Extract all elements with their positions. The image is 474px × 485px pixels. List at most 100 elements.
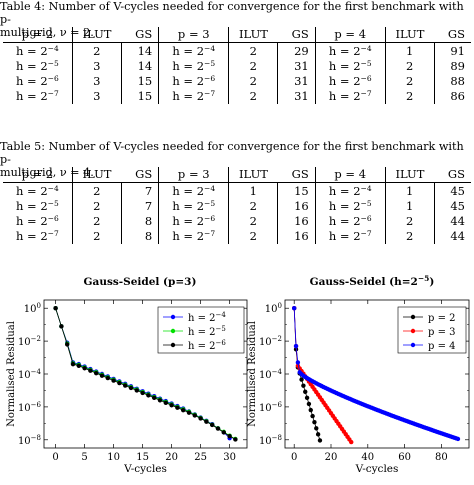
x-tick-label: 0 [291,452,297,463]
table4-cell-h: h = 2−4 [16,44,59,58]
table5-cell-gs: 7 [120,199,159,214]
chart2-series-0-point [306,401,312,407]
chart1-series-2-point [186,410,192,415]
chart2-series-0-point [314,426,319,431]
chart2-series-1-point [349,439,354,445]
table4-row: h = 2−7 3 15 h = 2−7 2 31 h = 2−7 2 86 [3,89,471,104]
table5-cell-h: h = 2−6 [314,214,386,229]
table5-cell-gs: 7 [120,182,159,199]
chart1-series-2-point [82,366,87,371]
table5-cell-h: h = 2−6 [158,214,229,229]
table5-cell-ilut: 2 [384,229,435,244]
legend-marker [410,314,416,320]
table4-row: h = 2−4 2 14 h = 2−4 2 29 h = 2−4 1 91 [3,42,471,59]
chart1-series-2-point [169,403,174,408]
table4-cell-h: h = 2−6 [158,74,229,89]
chart1-series-2-point [59,324,64,329]
table5-col-header: p = 4 [314,167,386,183]
table4-cell-h: h = 2−5 [314,59,386,74]
chart1-series-2-point [204,419,209,424]
chart1-series-2-point [76,363,82,368]
chart1-series-2-point [157,398,163,403]
chart2-series-0-point [303,389,308,394]
chart1-series-2-point [175,405,180,410]
table4-cell-ilut: 2 [384,89,435,104]
chart2-series-2-point [295,360,301,365]
table5-cell-gs: 16 [277,199,316,214]
table4-cell-gs: 88 [433,74,471,89]
legend-marker [170,314,176,320]
chart2-series-0-point [317,438,323,443]
chart2-series-2-point [455,436,461,442]
table5-cell-gs: 15 [277,182,316,199]
y-tick-label: 10−8 [259,434,282,447]
table5-row: h = 2−7 2 8 h = 2−7 2 16 h = 2−7 2 44 [3,229,471,244]
table4-cell-ilut: 3 [71,74,122,89]
chart2-series-0-point [315,432,321,437]
y-tick-label: 10−6 [259,401,283,414]
x-tick-label: 10 [107,452,120,463]
table5-col-header: ILUT [71,167,122,183]
table4-cell-ilut: 2 [228,59,278,74]
table4-col-header: p = 2 [3,27,73,43]
table4-cell-gs: 86 [433,89,471,104]
chart1-series-2-point [181,407,186,413]
table4-cell-ilut: 2 [71,42,122,59]
chart2-ylabel: Normalised Residual [247,321,258,427]
table5-cell-gs: 45 [433,199,471,214]
chart1-series-2-point [99,373,105,378]
y-tick-label: 100 [265,302,282,315]
table5-cell-h: h = 2−6 [16,214,59,228]
chart1-series-2-point [128,385,134,391]
table5-col-header: GS [434,167,471,183]
chart2-legend-entry: p = 2 [428,313,456,324]
chart2-series-2-point [293,343,299,349]
chart1-series-2-point [210,422,215,428]
chart1-series-2-point [70,361,76,367]
table5-cell-gs: 44 [433,214,471,229]
table4-cell-gs: 89 [433,59,471,74]
table4-cell-h: h = 2−6 [16,74,59,88]
table5-cell-ilut: 1 [228,182,278,199]
table4-row: h = 2−5 3 14 h = 2−5 2 31 h = 2−5 2 89 [3,59,471,74]
legend-marker [170,328,176,334]
table4-row: h = 2−6 3 15 h = 2−6 2 31 h = 2−6 2 88 [3,74,471,89]
table5-cell-gs: 44 [433,229,471,244]
chart2-title: Gauss-Seidel (h=2−5) [309,274,435,288]
table5-col-header: GS [277,167,316,183]
table5-caption-line1: Table 5: Number of V-cycles needed for c… [0,140,464,166]
table4-caption-line1: Table 4: Number of V-cycles needed for c… [0,0,464,26]
chart1-xlabel: V-cycles [123,463,167,475]
chart2-series-0-point [312,419,317,425]
table5-cell-gs: 16 [277,229,316,244]
table4-cell-h: h = 2−4 [158,42,229,59]
chart1-series-2-point [105,375,111,381]
chart1-series-2-point [221,430,226,435]
legend-marker [410,328,416,334]
table5-col-header: ILUT [384,167,435,183]
table5-cell-ilut: 2 [71,229,122,244]
chart2-series-0-point [308,407,313,413]
chart1-series-2-point [53,306,58,311]
table5-col-header: GS [121,167,159,183]
table4-cell-gs: 31 [277,74,316,89]
table4-cell-ilut: 1 [384,42,435,59]
table4-cell-gs: 14 [120,59,159,74]
legend-marker [170,342,176,348]
chart2-series-0-point [301,383,306,388]
chart1-series-2-point [192,413,197,418]
chart1-ylabel: Normalised Residual [6,321,17,427]
table4-cell-gs: 31 [277,89,316,104]
table5-cell-ilut: 2 [228,199,278,214]
table4-col-header: ILUT [71,27,122,43]
y-tick-label: 10−4 [18,368,42,381]
table4-cell-gs: 91 [433,42,471,59]
table5-cell-ilut: 2 [228,229,278,244]
x-tick-label: 25 [194,452,207,463]
x-tick-label: 20 [325,452,338,463]
table4-col-header: ILUT [384,27,435,43]
x-tick-label: 15 [136,452,149,463]
x-tick-label: 60 [398,452,411,463]
chart1-series-2-point [94,370,99,376]
